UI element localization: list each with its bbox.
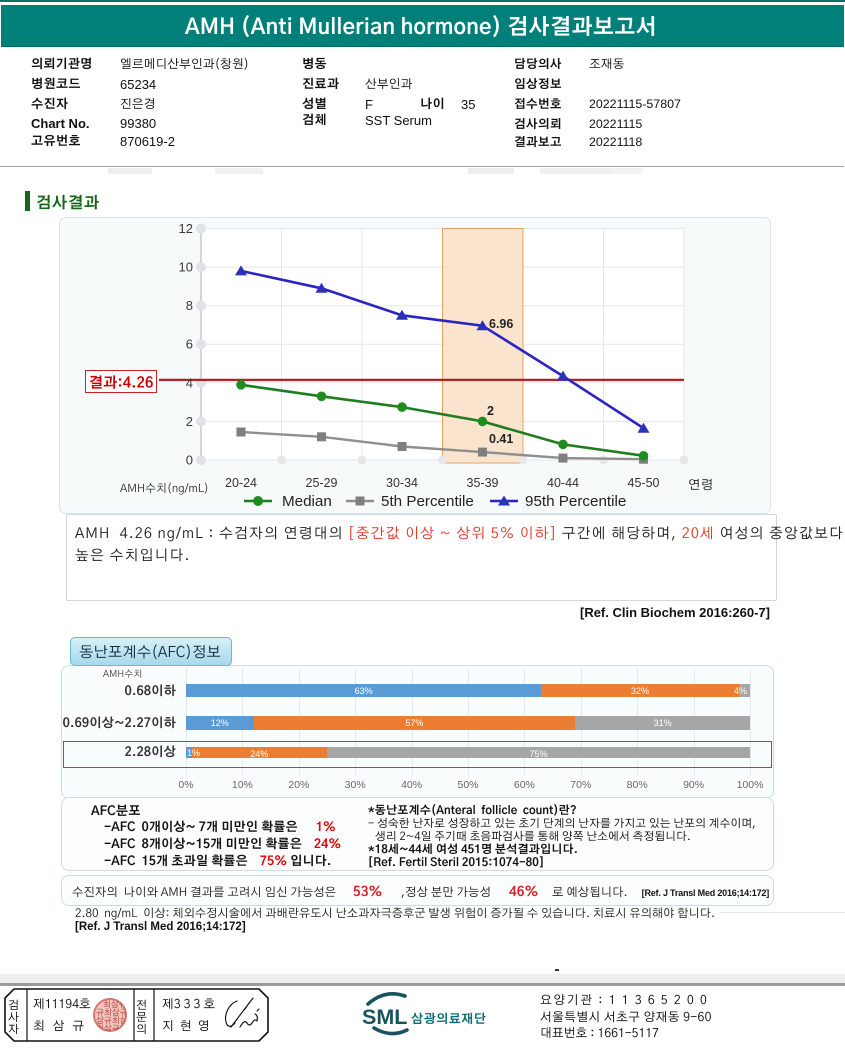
svg-text:40-44: 40-44 — [547, 476, 579, 490]
svg-text:0.41: 0.41 — [489, 432, 513, 446]
svg-text:10: 10 — [179, 260, 193, 275]
svg-text:8: 8 — [186, 298, 193, 313]
svg-text:SML: SML — [362, 1005, 407, 1029]
svg-text:4: 4 — [186, 375, 193, 390]
svg-text:30-34: 30-34 — [386, 476, 418, 490]
svg-text:Median: Median — [282, 493, 332, 510]
svg-text:2: 2 — [186, 414, 193, 429]
svg-text:20-24: 20-24 — [225, 476, 257, 490]
svg-text:95th Percentile: 95th Percentile — [525, 493, 626, 510]
svg-text:6: 6 — [186, 337, 193, 352]
svg-text:0: 0 — [186, 453, 193, 468]
svg-text:45-50: 45-50 — [628, 476, 660, 490]
svg-text:5th Percentile: 5th Percentile — [381, 493, 474, 510]
svg-text:2: 2 — [487, 404, 494, 418]
svg-text:35-39: 35-39 — [467, 476, 499, 490]
svg-text:6.96: 6.96 — [489, 317, 513, 331]
svg-text:25-29: 25-29 — [306, 476, 338, 490]
svg-text:12: 12 — [179, 221, 193, 236]
